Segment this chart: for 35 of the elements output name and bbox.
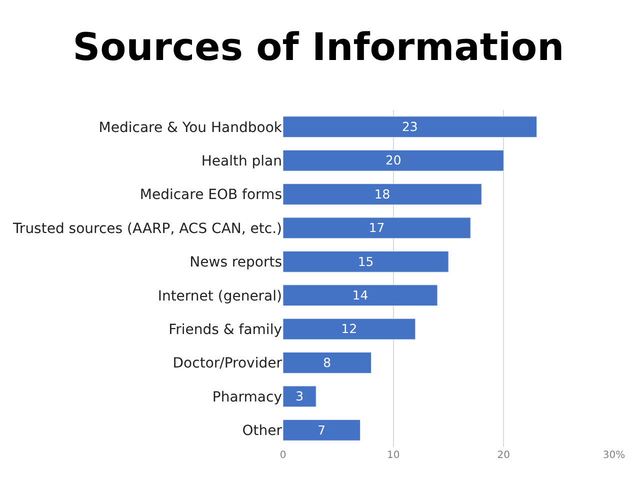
bar (283, 318, 416, 340)
data-label: 23 (402, 118, 418, 134)
data-label: 3 (296, 388, 304, 404)
y-tick-label: Other (242, 423, 282, 440)
y-tick-label: Medicare & You Handbook (98, 120, 283, 136)
bar (283, 284, 438, 306)
data-label: 7 (318, 422, 326, 438)
x-tick-label: 20 (497, 450, 510, 461)
bar (283, 116, 538, 138)
bar (283, 352, 372, 374)
data-label: 14 (352, 287, 368, 302)
data-label: 20 (385, 152, 402, 168)
bar (283, 386, 316, 408)
bar (283, 217, 471, 239)
y-tick-label: Trusted sources (AARP, ACS CAN, etc.) (12, 220, 282, 237)
data-label: 12 (341, 321, 358, 336)
y-tick-label: News reports (190, 254, 282, 271)
bar (283, 250, 449, 272)
x-tick-label: 10 (386, 450, 400, 461)
bar (283, 150, 504, 172)
data-label: 15 (358, 254, 374, 269)
bar (283, 419, 360, 441)
bar (283, 184, 482, 205)
y-tick-label: Health plan (201, 153, 282, 170)
chart-title: Sources of Information (72, 24, 564, 69)
y-tick-label: Internet (general) (158, 288, 282, 304)
y-tick-label: Doctor/Provider (172, 356, 282, 372)
y-tick-label: Medicare EOB forms (140, 187, 282, 204)
x-tick-label: 0 (280, 450, 286, 461)
data-label: 18 (374, 186, 390, 202)
y-tick-label: Pharmacy (212, 389, 282, 406)
data-label: 17 (368, 220, 385, 236)
x-tick-label: 30% (602, 450, 626, 461)
data-label: 8 (323, 354, 332, 370)
y-tick-label: Friends & family (168, 322, 282, 338)
